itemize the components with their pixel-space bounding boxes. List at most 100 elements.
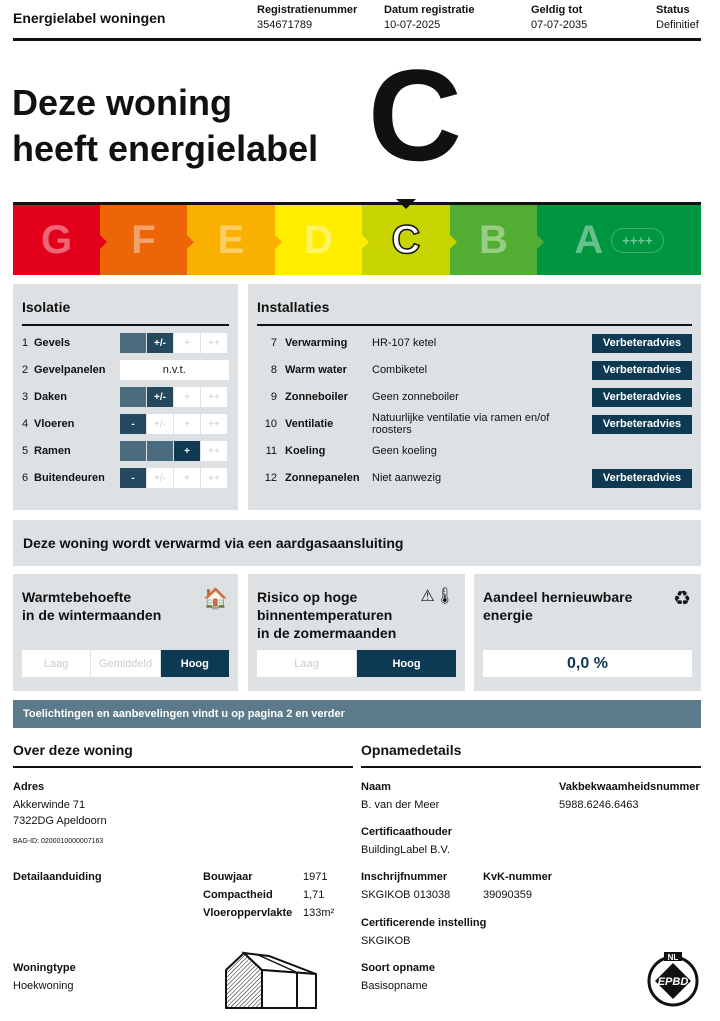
woningtype-label: Woningtype [13, 962, 76, 974]
detail-label: Detailaanduiding [13, 871, 102, 883]
svg-text:NL: NL [668, 953, 679, 962]
soort-opname-value: Basisopname [361, 980, 428, 992]
row-label: Zonneboiler [285, 391, 348, 403]
energy-label-scale: G F E D C B A ++++ [13, 202, 701, 275]
row-number: 6 [22, 472, 29, 484]
row-label: Warm water [285, 364, 347, 376]
installatie-row-ventilatie: 10 Ventilatie Natuurlijke ventilatie via r… [257, 412, 692, 436]
adres-line1: Akkerwinde 71 [13, 799, 86, 811]
row-number: 4 [22, 418, 29, 430]
thermometer-warning-icon: ⚠🌡 [420, 588, 455, 605]
hernieuwbaar-box: Aandeel hernieuwbare energie ♻ 0,0 % [474, 574, 701, 691]
label-class-a: A ++++ [537, 205, 701, 275]
instelling-value: SKGIKOB [361, 935, 411, 947]
adres-label: Adres [13, 781, 45, 793]
row-number: 5 [22, 445, 29, 457]
verbeteradvies-button[interactable]: Verbeteradvies [592, 360, 692, 380]
bag-id: BAG-ID: 0200010000007163 [13, 838, 104, 845]
rating-scale: +/- + ++ [120, 333, 227, 353]
label-class-c: C [362, 205, 457, 275]
rating-cell: + [174, 414, 200, 434]
row-value: Geen koeling [372, 445, 437, 457]
rating-cell: - [120, 468, 146, 488]
row-value: Combiketel [372, 364, 428, 376]
row-label: Koeling [285, 445, 326, 457]
rating-cell: +/- [147, 387, 173, 407]
scale-option-hoog: Hoog [160, 650, 229, 677]
isolatie-row-buitendeuren: 6 Buitendeuren - +/- + ++ [22, 468, 229, 488]
gas-notice: Deze woning wordt verwarmd via een aardg… [13, 520, 701, 566]
installatie-row-warm-water: 8 Warm water Combiketel Verbeteradvies [257, 360, 692, 380]
header-divider [13, 38, 701, 41]
scale-option-gemiddeld: Gemiddeld [91, 650, 160, 677]
divider [22, 324, 229, 326]
compactheid-value: 1,71 [303, 889, 325, 901]
row-label: Daken [34, 391, 68, 403]
row-label: Gevelpanelen [33, 364, 106, 376]
rating-cell: + [174, 387, 200, 407]
row-value: Niet aanwezig [372, 472, 442, 484]
hero-label-letter: C [368, 42, 462, 188]
vloeroppervlakte-value: 133m² [303, 907, 335, 919]
hernieuwbaar-value-box: 0,0 % [483, 650, 692, 677]
renewable-cycle-icon: ♻ [673, 588, 691, 610]
isolatie-row-gevels: 1 Gevels +/- + ++ [22, 333, 229, 353]
isolatie-row-vloeren: 4 Vloeren - +/- + ++ [22, 414, 229, 434]
rating-cell: ++ [201, 468, 227, 488]
naam-value: B. van der Meer [361, 799, 440, 811]
rating-scale: +/- + ++ [120, 387, 227, 407]
epbd-logo: EPBD NL [647, 952, 699, 1007]
warmtebehoefte-box: Warmtebehoefte in de wintermaanden 🏠 Laag… [13, 574, 238, 691]
rating-cell: ++ [201, 387, 227, 407]
soort-opname-label: Soort opname [361, 962, 435, 974]
scale-option-hoog: Hoog [357, 650, 456, 677]
label-letter: D [304, 217, 333, 262]
verbeteradvies-button[interactable]: Verbeteradvies [592, 414, 692, 434]
rating-cell: + [174, 468, 200, 488]
chevron-arrow [275, 235, 282, 249]
rating-cell: +/- [147, 333, 173, 353]
row-label: Buitendeuren [34, 472, 105, 484]
instelling-label: Certificerende instelling [361, 917, 487, 929]
label-class-e: E [187, 205, 282, 275]
row-number: 10 [264, 418, 277, 430]
verbeteradvies-button[interactable]: Verbeteradvies [592, 468, 692, 488]
label-class-d: D [275, 205, 369, 275]
chevron-arrow [187, 235, 194, 249]
naam-label: Naam [361, 781, 391, 793]
divider [13, 766, 353, 768]
row-value: Natuurlijke ventilatie via ramen en/of r… [372, 412, 550, 436]
rating-cell: - [120, 414, 146, 434]
status: Status Definitief [656, 4, 699, 31]
verbeteradvies-button[interactable]: Verbeteradvies [592, 387, 692, 407]
document-title: Energielabel woningen [13, 10, 166, 26]
rating-cell [120, 333, 146, 353]
row-label: Ramen [34, 445, 71, 457]
woningtype-value: Hoekwoning [13, 980, 74, 992]
label-letter: C [391, 217, 421, 263]
chevron-arrow [362, 235, 369, 249]
row-number: 8 [270, 364, 277, 376]
rating-cell: ++ [201, 333, 227, 353]
datum-registratie: Datum registratie 10-07-2025 [384, 4, 475, 31]
bouwjaar-label: Bouwjaar [203, 871, 253, 883]
row-label: Vloeren [34, 418, 75, 430]
installatie-row-zonnepanelen: 12 Zonnepanelen Niet aanwezig Verbeteradvie… [257, 468, 692, 488]
scale-option-laag: Laag [257, 650, 356, 677]
chevron-arrow [100, 235, 107, 249]
row-number: 7 [270, 337, 277, 349]
vakbekwaamheid-label: Vakbekwaamheidsnummer [559, 781, 700, 793]
label-a-plus-badge: ++++ [611, 227, 664, 253]
rating-cell: +/- [147, 414, 173, 434]
registratienummer: Registratienummer 354671789 [257, 4, 358, 31]
row-value: HR-107 ketel [372, 337, 437, 349]
rating-scale: + ++ [120, 441, 227, 461]
isolatie-title: Isolatie [22, 299, 71, 315]
house-heating-icon: 🏠 [203, 588, 228, 610]
certificaathouder-label: Certificaathouder [361, 826, 453, 838]
vakbekwaamheid-value: 5988.6246.6463 [559, 799, 639, 811]
certificaathouder-value: BuildingLabel B.V. [361, 844, 450, 856]
hero-title: Deze woning heeft energielabel [12, 82, 319, 169]
risico-box: Risico op hoge binnentemperaturen in de zo… [248, 574, 465, 691]
verbeteradvies-button[interactable]: Verbeteradvies [592, 333, 692, 353]
